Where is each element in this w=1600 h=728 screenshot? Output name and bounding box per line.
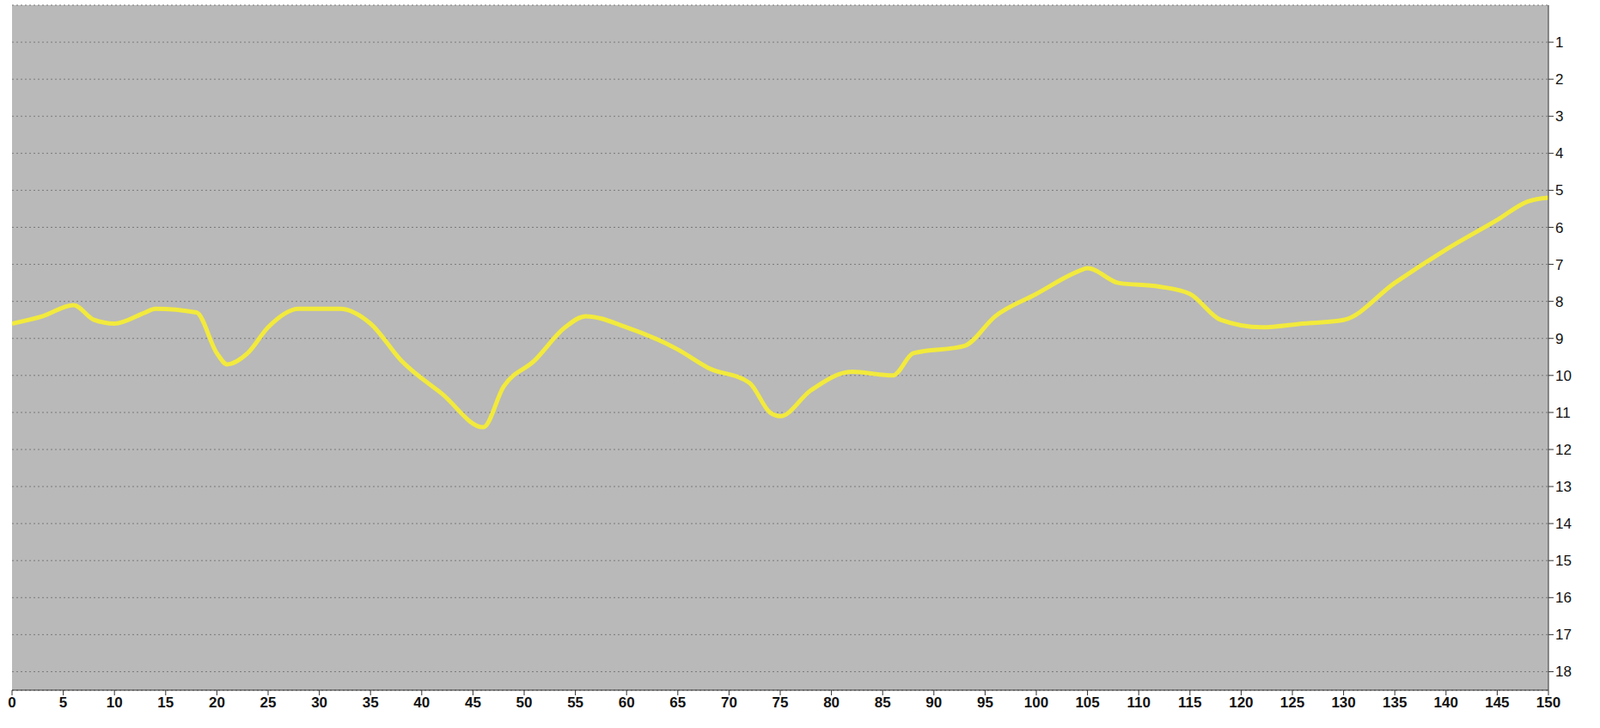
svg-text:1: 1 [1555, 34, 1564, 51]
svg-text:13: 13 [1555, 478, 1572, 495]
svg-text:40: 40 [413, 694, 430, 711]
svg-text:125: 125 [1280, 694, 1305, 711]
svg-text:55: 55 [567, 694, 584, 711]
svg-text:14: 14 [1555, 515, 1572, 532]
svg-text:4: 4 [1555, 145, 1564, 162]
svg-text:60: 60 [618, 694, 636, 711]
svg-text:6: 6 [1555, 219, 1564, 237]
svg-text:90: 90 [925, 694, 942, 711]
svg-text:15: 15 [1555, 552, 1572, 569]
svg-text:120: 120 [1228, 694, 1253, 711]
svg-text:135: 135 [1382, 694, 1407, 711]
svg-text:50: 50 [516, 694, 533, 711]
svg-text:130: 130 [1331, 694, 1356, 711]
svg-text:2: 2 [1555, 71, 1564, 88]
svg-text:0: 0 [7, 694, 16, 711]
svg-text:145: 145 [1484, 694, 1509, 711]
svg-text:7: 7 [1555, 256, 1564, 274]
svg-text:10: 10 [1555, 367, 1572, 385]
svg-text:100: 100 [1024, 694, 1049, 711]
svg-text:95: 95 [977, 694, 994, 711]
svg-text:85: 85 [874, 694, 892, 711]
svg-text:18: 18 [1555, 663, 1572, 680]
svg-text:115: 115 [1178, 694, 1202, 711]
svg-text:140: 140 [1434, 694, 1459, 711]
svg-text:70: 70 [720, 694, 738, 711]
svg-text:35: 35 [362, 694, 379, 711]
svg-text:5: 5 [1555, 182, 1564, 199]
svg-text:150: 150 [1536, 694, 1561, 711]
svg-text:17: 17 [1555, 626, 1572, 643]
svg-text:105: 105 [1074, 694, 1100, 711]
svg-text:11: 11 [1555, 404, 1571, 422]
svg-text:5: 5 [59, 694, 68, 711]
svg-text:16: 16 [1555, 589, 1572, 606]
svg-text:75: 75 [772, 694, 789, 711]
svg-text:10: 10 [106, 694, 123, 711]
svg-text:110: 110 [1126, 694, 1150, 711]
svg-text:25: 25 [260, 694, 277, 711]
svg-text:3: 3 [1555, 108, 1564, 125]
svg-text:20: 20 [208, 694, 226, 711]
svg-text:8: 8 [1555, 293, 1564, 311]
svg-text:65: 65 [669, 694, 686, 711]
svg-text:15: 15 [157, 694, 174, 711]
svg-text:9: 9 [1555, 330, 1564, 348]
svg-text:45: 45 [464, 694, 482, 711]
svg-text:80: 80 [823, 694, 840, 711]
svg-text:12: 12 [1555, 441, 1572, 459]
svg-text:30: 30 [311, 694, 328, 711]
